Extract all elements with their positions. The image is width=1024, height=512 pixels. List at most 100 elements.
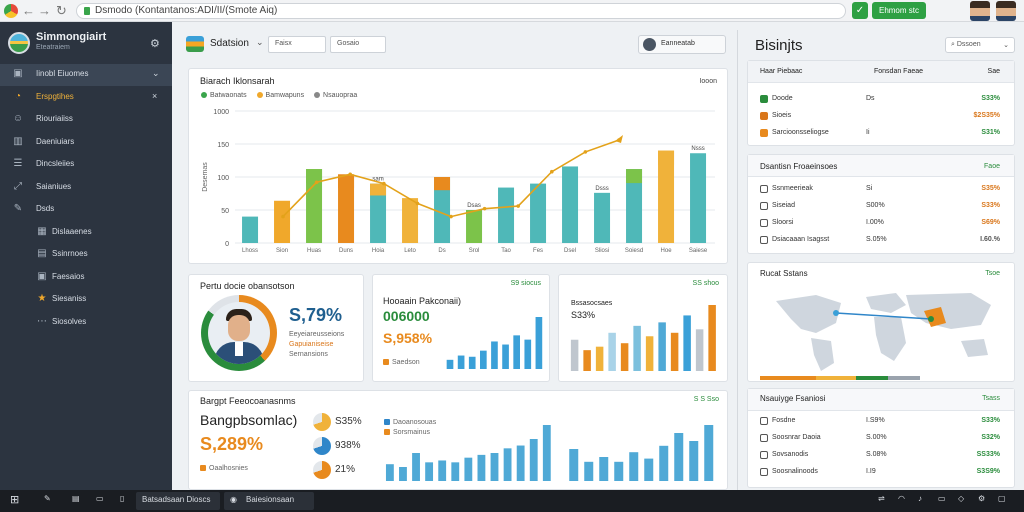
reload-icon[interactable]: ↻ (56, 3, 67, 18)
table-cell: I.60.% (980, 236, 1000, 243)
sidebar-item[interactable]: ▥ Daeniuiars (0, 132, 172, 154)
pen-icon[interactable]: ✎ (44, 494, 51, 503)
card-tag[interactable]: Tsoe (985, 270, 1000, 277)
battery-icon[interactable]: ▭ (938, 494, 946, 503)
sidebar-item[interactable]: ◔ Erspgtihes × (0, 87, 172, 109)
chat-icon[interactable]: ▢ (998, 494, 1006, 503)
mini-bar (524, 339, 532, 369)
card-tag[interactable]: Tsass (982, 395, 1000, 402)
table-row[interactable]: Sloorsi I.00% S69% (748, 215, 1014, 232)
chart-point[interactable] (516, 204, 520, 208)
sidebar-item[interactable]: ★ Siesaniss (0, 289, 172, 311)
box-icon: ▣ (37, 270, 47, 282)
chart-bar[interactable] (338, 174, 355, 243)
chevron-down-icon[interactable]: ⌄ (152, 68, 160, 78)
gear-icon[interactable]: ⚙ (150, 38, 160, 50)
table-row[interactable]: Doode Ds S33% (748, 91, 1014, 108)
table-cell: S.00% (866, 434, 887, 441)
table-row[interactable]: Soosnalinoods I.I9 S3S9% (748, 464, 1014, 481)
chart-tag[interactable]: Iooon (699, 78, 717, 85)
chart-point[interactable] (482, 206, 487, 211)
chart-bar[interactable] (498, 187, 515, 243)
card-tag[interactable]: S S Sso (693, 396, 719, 403)
sidebar-item[interactable]: ▤ Ssinrnoes (0, 244, 172, 266)
close-icon[interactable]: × (152, 90, 158, 101)
table-row[interactable]: Soosnrar Daoia S.00% S32% (748, 430, 1014, 447)
avatar[interactable] (996, 1, 1016, 21)
chart-bar[interactable] (242, 216, 259, 243)
chart-bar[interactable] (626, 169, 643, 243)
filter-field[interactable]: Faisx (268, 36, 326, 53)
forward-arrow-icon[interactable]: → (38, 3, 51, 18)
x-tick-label: Duns (339, 248, 353, 254)
chart-bar[interactable] (658, 150, 675, 243)
mini-bar (583, 350, 591, 371)
avatar[interactable] (970, 1, 990, 21)
table-row[interactable]: Ssnmeerieak Si S35% (748, 181, 1014, 198)
chart-bar[interactable] (562, 166, 579, 243)
sidebar-item[interactable]: ▦ Dislaaenes (0, 222, 172, 244)
chart-point[interactable] (348, 172, 352, 177)
sidebar-item[interactable]: ☺ Riouriaiiss (0, 109, 172, 131)
taskbar-window[interactable]: Batsadsaan Dioscs (136, 492, 220, 510)
column-header: Haar Piebaac (760, 68, 803, 75)
wifi-icon[interactable]: ◠ (898, 494, 905, 503)
back-arrow-icon[interactable]: ← (22, 3, 35, 18)
windows-start-icon[interactable]: ⊞ (10, 494, 20, 506)
table-row[interactable]: Fosdne I.S9% S33% (748, 413, 1014, 430)
sidebar-item[interactable]: ▣ Iinobl Eiuomes ⌄ (0, 64, 172, 86)
search-input[interactable]: ⌕ Dssoen ⌄ (945, 37, 1015, 53)
sidebar-item[interactable]: ☰ Dincsleiies (0, 154, 172, 176)
book-icon[interactable]: ▤ (72, 494, 80, 503)
card-tag[interactable]: SS shoo (692, 280, 719, 287)
green-action-button[interactable]: Ehmom stc (872, 2, 926, 19)
table-row[interactable]: Sarcioonsseliogse Ii S31% (748, 125, 1014, 142)
sidebar-item[interactable]: ✎ Dsds (0, 199, 172, 221)
sidebar-item[interactable]: ⋯ Siosolves (0, 312, 172, 334)
notification-icon[interactable]: ◇ (958, 494, 965, 503)
settings-icon[interactable]: ⚙ (978, 494, 986, 503)
mini-bar (704, 425, 714, 481)
chevron-down-icon[interactable]: ⌄ (256, 37, 264, 47)
chart-bar[interactable] (434, 177, 451, 243)
user-menu[interactable]: Eanneatab (638, 35, 726, 54)
chart-point[interactable] (382, 181, 386, 186)
file-icon[interactable]: ▯ (120, 494, 125, 503)
folder-icon[interactable]: ▭ (96, 494, 104, 503)
chart-point[interactable] (314, 180, 319, 185)
taskbar-window[interactable]: ◉ Baiesionsaan (224, 492, 314, 510)
chart-bar[interactable] (466, 210, 483, 243)
card-tag[interactable]: Faoe (984, 163, 1000, 170)
network-icon[interactable]: ⇌ (878, 494, 885, 503)
sidebar-item[interactable]: ⤢ Saianiues (0, 177, 172, 199)
table-row[interactable]: Dsiacaaan Isagsst S.05% I.60.% (748, 232, 1014, 249)
bottom-bar-chart (569, 425, 714, 481)
chart-bar[interactable] (690, 153, 707, 243)
chart-point[interactable] (449, 214, 453, 219)
chart-bar[interactable] (306, 169, 323, 243)
chart-bar[interactable] (594, 192, 611, 243)
mini-bar (480, 350, 487, 369)
shield-icon[interactable]: ✓ (852, 2, 868, 19)
table-row[interactable]: Sovsanodis S.08% SS33% (748, 447, 1014, 464)
chart-bar[interactable] (274, 200, 291, 243)
volume-icon[interactable]: ♪ (918, 494, 922, 503)
chart-point[interactable] (550, 169, 554, 174)
chart-icon: ▥ (13, 135, 23, 147)
chart-bar[interactable] (370, 183, 387, 243)
card-tag[interactable]: S9 siocus (510, 280, 541, 287)
chart-point[interactable] (281, 214, 285, 219)
chart-point[interactable] (415, 201, 420, 206)
sidebar-item[interactable]: ▣ Faesaios (0, 267, 172, 289)
table-cell: Ssnmeerieak (772, 185, 813, 192)
table-row[interactable]: Siseiad S00% S33% (748, 198, 1014, 215)
address-bar[interactable]: Dsmodo (Kontantanos:ADI/II/(Smote Aiq) (76, 3, 846, 19)
filter-dropdown[interactable]: Gosaio (330, 36, 386, 53)
taskbar: ⊞ ✎ ▤ ▭ ▯ Batsadsaan Dioscs ◉ Baiesionsa… (0, 490, 1024, 512)
chart-point[interactable] (583, 150, 588, 154)
mini-bar-chart (446, 317, 543, 369)
chart-bar[interactable] (402, 198, 419, 243)
kpi-value: S33% (571, 310, 596, 320)
table-row[interactable]: Sioeis $2S35% (748, 108, 1014, 125)
chart-bar[interactable] (530, 183, 547, 243)
